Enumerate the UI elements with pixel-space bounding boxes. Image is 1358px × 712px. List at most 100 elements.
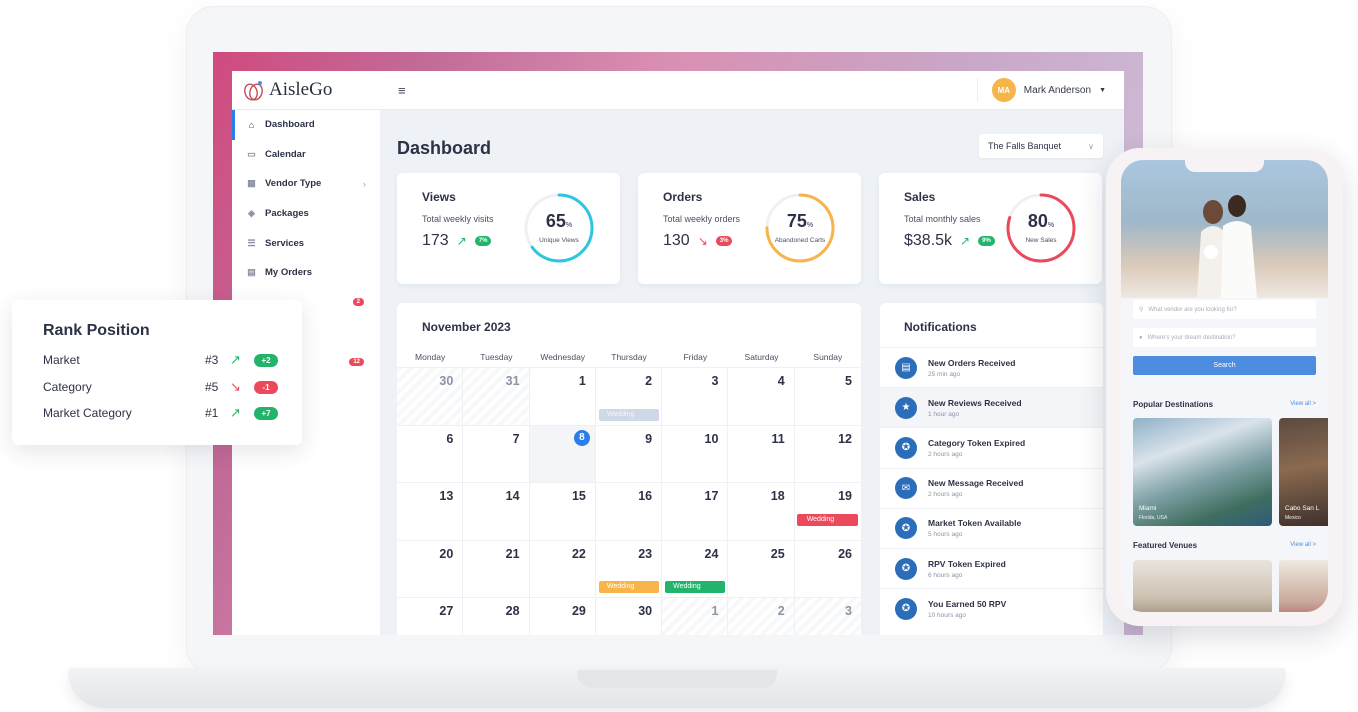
calendar-day-cell[interactable]: 10 [662,425,729,483]
notification-item[interactable]: ▤ New Orders Received 25 min ago [880,347,1103,387]
page-title: Dashboard [397,138,492,158]
calendar-day-cell[interactable]: 1 [662,598,729,635]
calendar-day-cell[interactable]: 9 [596,425,663,483]
rank-change-badge: +7 [254,407,278,420]
calendar-day-cell[interactable]: 18 [728,483,795,540]
notification-item[interactable]: ✉ New Message Received 2 hours ago [880,467,1103,508]
calendar-day-cell[interactable]: 17 [662,483,729,540]
calendar-day-cell[interactable]: 23 Wedding [596,540,663,598]
search-button[interactable]: Search [1133,356,1316,375]
calendar-day-cell[interactable]: 27 [397,598,464,635]
sidebar-item-packages[interactable]: ◈ Packages [232,199,380,229]
calendar-event[interactable]: Wedding [796,513,858,526]
notification-item[interactable]: ✪ RPV Token Expired 6 hours ago [880,547,1103,588]
calendar-day-cell[interactable]: 5 [795,368,861,425]
ring-label: Abandoned Carts [774,236,826,244]
ring-percent: 75% [787,212,813,235]
calendar-day-cell[interactable]: 8 [529,425,596,483]
rank-position-card: Rank Position Market #3 ↗ +2 Category #5 ↘ -1 Ma… [12,300,302,445]
notification-title: New Reviews Received [928,397,1022,408]
sidebar-item-dashboard[interactable]: ⌂ Dashboard [232,110,380,140]
calendar-day-cell[interactable]: 29 [530,598,596,635]
calendar-day-cell[interactable]: 6 [397,425,464,483]
ring-percent-unit: % [1047,221,1055,229]
calendar-day-cell[interactable]: 3 [662,368,729,425]
day-number: 2 [645,374,653,388]
calendar-event[interactable]: Wedding [598,408,659,421]
calendar-week-row: 13 14 15 16 17 18 19 Wedding [397,482,861,540]
venue-select[interactable]: The Falls Banquet ∨ [979,134,1103,158]
venue-card[interactable] [1279,560,1328,612]
day-number: 10 [704,431,719,446]
calendar-day-cell[interactable]: 24 Wedding [662,540,729,598]
calendar-day-cell[interactable]: 22 [530,540,596,598]
notification-item[interactable]: ✪ You Earned 50 RPV 10 hours ago [880,588,1103,628]
caret-down-icon[interactable]: ▼ [1099,86,1106,94]
calendar-event[interactable]: Wedding [598,581,659,594]
rank-value: #3 [205,353,219,367]
stat-card-orders: Orders Total weekly orders 130 ↘ 3% 75% Abando… [638,173,861,284]
calendar-day-cell[interactable]: 16 [596,483,663,540]
token-icon: ✪ [895,436,917,459]
orders-icon: ▤ [247,267,256,278]
vendor-search-placeholder: What vendor are you looking for? [1148,306,1237,313]
stat-subtitle: Total monthly sales [904,214,981,224]
calendar-day-cell[interactable]: 30 [397,368,464,425]
notification-item[interactable]: ✪ Category Token Expired 2 hours ago [880,427,1103,467]
calendar-day-cell[interactable]: 1 [530,368,596,425]
phone-mockup: ⚲ What vendor are you looking for? ● Whe… [1106,148,1343,626]
notification-text: RPV Token Expired 6 hours ago [928,559,1006,579]
calendar-day-cell[interactable]: 26 [795,541,861,598]
user-menu[interactable]: MA Mark Anderson ▼ [976,78,1124,102]
brand-logo[interactable]: AisleGo [242,79,390,101]
notification-item[interactable]: ✪ Market Token Available 5 hours ago [880,507,1103,548]
notification-item[interactable]: ★ New Reviews Received 1 hour ago [880,387,1103,428]
calendar-day-cell[interactable]: 19 Wedding [795,483,861,540]
day-number: 26 [838,546,852,561]
calendar-day-cell[interactable]: 31 [463,368,530,425]
calendar-day-cell[interactable]: 13 [397,483,464,540]
calendar-card: November 2023 Monday Tuesday Wednesday Thur… [397,303,861,635]
calendar-day-cell[interactable]: 14 [463,483,530,540]
destination-search-input[interactable]: ● Where's your dream destination? [1133,328,1316,347]
sidebar-item-calendar[interactable]: ▭ Calendar [232,140,380,170]
rank-change-badge: -1 [254,381,278,394]
venue-card[interactable] [1133,560,1272,612]
user-name[interactable]: Mark Anderson [1023,84,1092,96]
day-number: 12 [838,431,852,446]
calendar-day-cell[interactable]: 20 [397,540,464,598]
avatar[interactable]: MA [991,78,1016,102]
sidebar-item-services[interactable]: ☰ Services [232,228,380,258]
weekday-label: Monday [415,352,446,362]
calendar-day-cell[interactable]: 2 [728,598,795,635]
destination-card-miami[interactable]: Miami Florida, USA [1133,418,1272,526]
day-number: 19 [838,489,852,504]
calendar-day-cell[interactable]: 30 [596,598,663,635]
notification-title: New Orders Received [928,357,1016,368]
calendar-day-cell[interactable]: 12 [795,426,861,483]
calendar-event[interactable]: Wedding [665,581,726,594]
sidebar-item-my-orders[interactable]: ▤ My Orders [232,258,380,288]
calendar-day-cell[interactable]: 2 Wedding [596,368,663,425]
sidebar-item-item-6[interactable]: 2 [232,288,380,318]
sidebar-item-vendor-type[interactable]: ▦ Vendor Type › [232,169,380,199]
view-all-venues-link[interactable]: View all > [1290,542,1316,548]
day-number: 11 [771,431,785,446]
destination-card-cabo[interactable]: Cabo San L Mexico [1279,418,1328,526]
ring-progress [1006,193,1076,263]
notification-time: 6 hours ago [928,571,963,579]
calendar-day-cell[interactable]: 21 [463,540,530,598]
calendar-day-cell[interactable]: 4 [728,368,795,425]
calendar-day-cell[interactable]: 15 [530,483,596,540]
ring-text: 75% Abandoned Carts [763,191,837,265]
day-number: 30 [439,374,454,388]
day-number: 13 [439,489,454,504]
calendar-day-cell[interactable]: 7 [463,425,530,483]
view-all-destinations-link[interactable]: View all > [1290,401,1316,407]
calendar-day-cell[interactable]: 25 [728,540,795,598]
calendar-day-cell[interactable]: 11 [728,425,795,483]
calendar-day-cell[interactable]: 3 [794,598,861,635]
menu-toggle-icon[interactable]: ≡ [398,82,406,98]
vendor-search-input[interactable]: ⚲ What vendor are you looking for? [1133,300,1316,319]
calendar-day-cell[interactable]: 28 [463,598,530,635]
